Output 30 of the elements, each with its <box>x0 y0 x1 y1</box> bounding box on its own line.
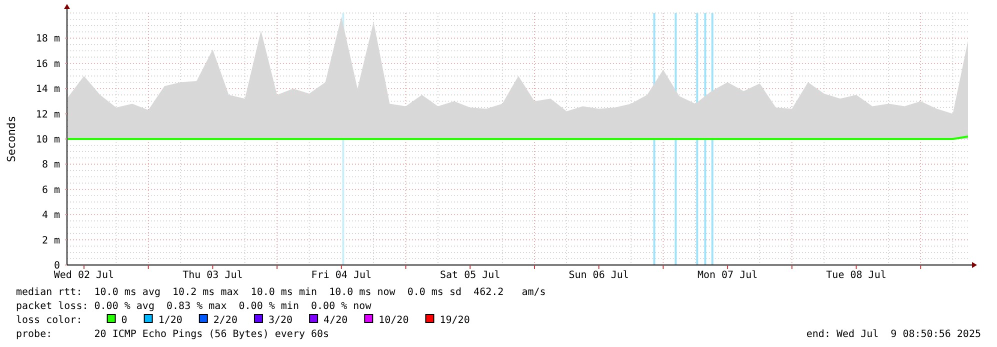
y-tick-label: 16 m <box>36 58 60 70</box>
legend-label: 4/20 <box>324 315 348 326</box>
y-tick-label: 4 m <box>42 210 60 222</box>
y-tick-label: 10 m <box>36 134 60 146</box>
text: probe: 20 ICMP Echo Pings (56 Bytes) every 60s <box>16 329 330 340</box>
x-tick-label: Mon 07 Jul <box>697 270 758 281</box>
y-tick-label: 0 <box>54 260 60 272</box>
y-tick-label: 6 m <box>42 184 60 196</box>
y-axis-title: Seconds <box>5 116 18 162</box>
legend-label: 1/20 <box>158 315 182 326</box>
text: median rtt: 10.0 ms avg 10.2 ms max 10.0 ms min 10.0 ms now 0.0 ms sd 462.2 am/s <box>16 287 546 298</box>
x-tick-label: Thu 03 Jul <box>182 270 243 281</box>
x-tick-label: Tue 08 Jul <box>826 270 886 281</box>
y-tick-label: 2 m <box>42 235 60 246</box>
y-tick-label: 18 m <box>36 34 60 45</box>
legend-title: loss color: <box>16 315 82 326</box>
x-tick-label: Wed 02 Jul <box>54 270 114 281</box>
y-tick-label: 14 m <box>36 84 60 96</box>
legend-label: 10/20 <box>378 315 409 326</box>
x-tick-label: Sun 06 Jul <box>568 270 629 281</box>
legend-label: 2/20 <box>213 315 238 326</box>
legend-label: 19/20 <box>440 315 470 326</box>
legend-label: 0 <box>121 315 128 326</box>
x-tick-label: Fri 04 Jul <box>311 270 372 281</box>
text: packet loss: 0.00 % avg 0.83 % max 0.00 % min 0.00 % now <box>16 301 372 312</box>
y-tick-label: 12 m <box>36 109 60 120</box>
text: end: Wed Jul 9 08:50:56 2025 <box>806 329 981 340</box>
y-tick-label: 8 m <box>42 160 60 171</box>
legend-label: 3/20 <box>268 315 293 326</box>
x-tick-label: Sat 05 Jul <box>440 270 500 281</box>
